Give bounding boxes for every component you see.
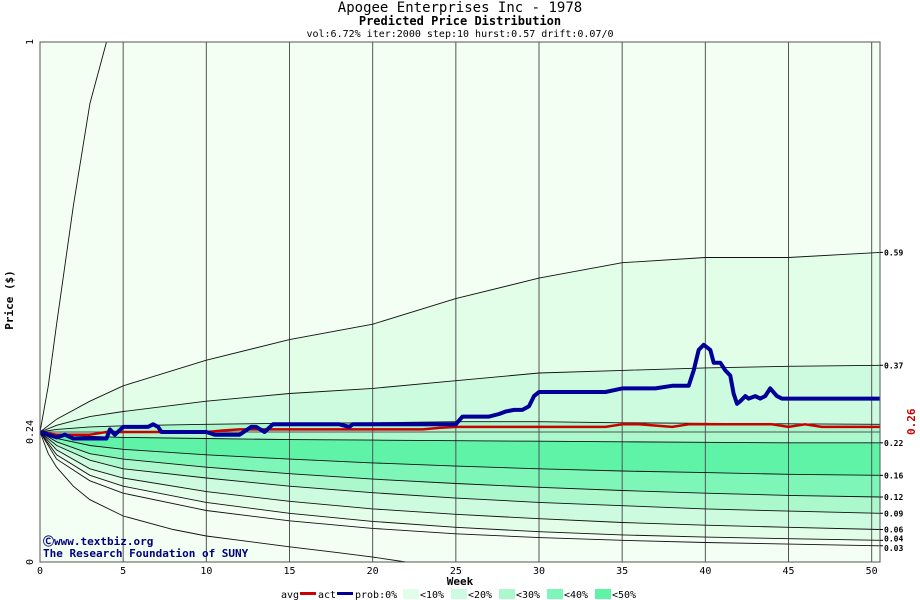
plot-frame xyxy=(39,41,881,563)
right-label: 0.04 xyxy=(884,534,903,543)
legend-band-label: <40% xyxy=(564,590,588,600)
y-tick-label: 1 xyxy=(25,39,36,45)
x-tick-label: 0 xyxy=(37,566,43,577)
legend-band-label: <20% xyxy=(468,590,492,600)
legend-avg-swatch xyxy=(300,592,316,595)
y-tick-label: 0.24 xyxy=(25,420,36,444)
chart-subtitle: Predicted Price Distribution xyxy=(359,14,561,28)
percentile-curve-p90 xyxy=(39,431,881,541)
x-axis-ticks: 0 5 10 15 20 25 30 35 40 45 50 xyxy=(37,566,878,577)
chart-params: vol:6.72% iter:2000 step:10 hurst:0.57 d… xyxy=(306,29,613,40)
percentile-curve-p99 xyxy=(39,431,406,563)
x-tick-label: 50 xyxy=(866,566,878,577)
y-tick-label: 0 xyxy=(25,559,36,565)
band-40-upper xyxy=(40,432,880,476)
legend-band-swatch xyxy=(547,589,563,599)
x-tick-label: 45 xyxy=(782,566,794,577)
percentile-curve-p70 xyxy=(39,431,881,514)
series-line-act xyxy=(39,342,880,441)
y-axis-label: Price ($) xyxy=(3,270,16,330)
right-label: 0.22 xyxy=(884,439,903,448)
percentile-curves xyxy=(39,41,881,563)
right-label: 0.37 xyxy=(884,361,903,370)
series-line-avg xyxy=(39,423,880,436)
percentile-curve-p80 xyxy=(39,431,881,530)
price-series xyxy=(39,342,880,441)
right-percentile-labels: 0.59 0.37 0.22 0.16 0.12 0.09 0.060.040.03 xyxy=(880,248,903,553)
right-label: 0.12 xyxy=(884,493,903,502)
x-tick-label: 10 xyxy=(200,566,212,577)
percentile-curve-p10 xyxy=(39,251,881,433)
right-label: 0.06 xyxy=(884,526,903,535)
legend-band-swatch xyxy=(451,589,467,599)
legend: avg act prob:0% <10% <20% <30% <40% <50% xyxy=(281,589,636,600)
legend-band-label: <50% xyxy=(612,590,636,600)
right-label: 0.16 xyxy=(884,471,903,480)
legend-act-label: act xyxy=(318,590,336,600)
x-axis-label: Week xyxy=(447,575,474,588)
percentile-curve-p60 xyxy=(39,431,881,498)
x-tick-label: 20 xyxy=(367,566,379,577)
current-price-label: 0.26 xyxy=(905,408,918,435)
legend-band-label: <10% xyxy=(420,590,444,600)
percentile-curve-p20 xyxy=(39,364,881,433)
right-label: 0.03 xyxy=(884,544,903,553)
x-tick-label: 35 xyxy=(616,566,628,577)
legend-bands: <10% <20% <30% <40% <50% xyxy=(403,589,636,600)
legend-band-label: <30% xyxy=(516,590,540,600)
percentile-curve-p50 xyxy=(39,431,881,476)
legend-band-swatch xyxy=(595,589,611,599)
y-axis-ticks: 0 0.24 1 xyxy=(25,39,36,565)
percentile-curve-p40 xyxy=(39,431,880,444)
x-tick-label: 15 xyxy=(283,566,295,577)
x-tick-label: 25 xyxy=(450,566,462,577)
gridlines xyxy=(40,42,880,562)
right-label: 0.59 xyxy=(884,248,903,257)
credit-org: The Research Foundation of SUNY xyxy=(43,547,249,560)
legend-band-swatch xyxy=(499,589,515,599)
legend-band-swatch xyxy=(403,589,419,599)
legend-prob-label: prob:0% xyxy=(355,590,397,600)
legend-avg-label: avg xyxy=(281,590,299,600)
probability-bands xyxy=(40,252,880,541)
legend-act-swatch xyxy=(337,592,353,595)
credit-url: Ⓒwww.textbiz.org xyxy=(43,534,153,548)
right-label: 0.09 xyxy=(884,509,903,518)
x-tick-label: 40 xyxy=(699,566,711,577)
x-tick-label: 5 xyxy=(120,566,126,577)
band-40-lower xyxy=(40,432,880,497)
chart-title: Apogee Enterprises Inc - 1978 xyxy=(338,0,582,16)
x-tick-label: 30 xyxy=(533,566,545,577)
percentile-curve-p95 xyxy=(39,431,881,547)
percentile-curve-p00 xyxy=(39,41,107,433)
